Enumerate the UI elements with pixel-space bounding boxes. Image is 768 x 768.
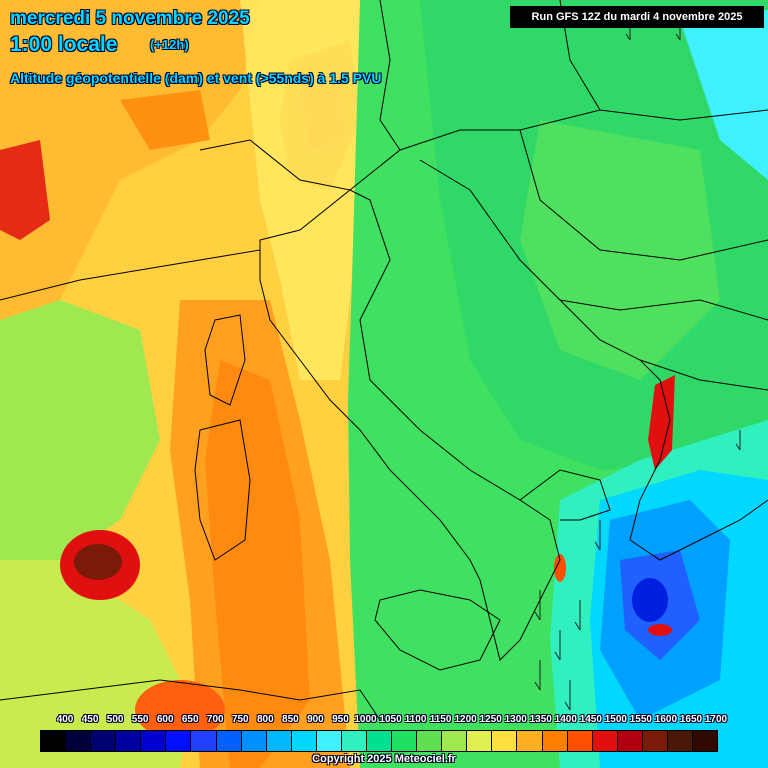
legend-label: 900 bbox=[307, 714, 324, 725]
legend-label: 1250 bbox=[479, 714, 502, 725]
legend-swatch bbox=[191, 731, 217, 751]
legend-swatch bbox=[517, 731, 543, 751]
legend-label: 1700 bbox=[704, 714, 728, 725]
legend-swatch bbox=[542, 731, 568, 751]
legend-label: 500 bbox=[106, 714, 124, 725]
legend-label: 1450 bbox=[579, 714, 602, 725]
legend-swatch bbox=[291, 731, 317, 751]
legend-label: 750 bbox=[231, 714, 249, 725]
forecast-time: 1:00 locale bbox=[10, 33, 118, 56]
legend-swatch bbox=[592, 731, 618, 751]
forecast-date: mercredi 5 novembre 2025 bbox=[10, 8, 250, 29]
legend-label: 1000 bbox=[354, 714, 377, 725]
legend-swatch bbox=[116, 731, 142, 751]
legend-label: 1200 bbox=[454, 714, 477, 725]
variable-description: Altitude géopotentielle (dam) et vent (>… bbox=[10, 70, 382, 86]
legend-swatch bbox=[141, 731, 167, 751]
legend-label: 950 bbox=[332, 714, 349, 725]
forecast-lead-time: (+12h) bbox=[150, 37, 189, 52]
legend-label: 850 bbox=[282, 714, 299, 725]
legend-swatch bbox=[316, 731, 342, 751]
legend-swatch bbox=[693, 731, 718, 751]
legend-swatch bbox=[417, 731, 443, 751]
legend-label: 700 bbox=[206, 714, 224, 725]
legend-label: 1350 bbox=[529, 714, 552, 725]
legend-label: 1100 bbox=[404, 714, 427, 725]
legend-label: 550 bbox=[131, 714, 149, 725]
legend-swatch bbox=[166, 731, 192, 751]
legend-label: 1150 bbox=[429, 714, 452, 725]
legend-label: 1050 bbox=[379, 714, 402, 725]
legend-swatch bbox=[91, 731, 117, 751]
legend-label: 1600 bbox=[654, 714, 678, 725]
legend-label: 650 bbox=[181, 714, 199, 725]
legend-swatch bbox=[241, 731, 267, 751]
legend-label: 1550 bbox=[629, 714, 652, 725]
legend-label: 400 bbox=[56, 714, 74, 725]
legend-swatch bbox=[467, 731, 493, 751]
legend-swatch bbox=[617, 731, 643, 751]
legend-label: 600 bbox=[156, 714, 174, 725]
legend-swatch bbox=[667, 731, 694, 751]
legend-swatch bbox=[41, 731, 67, 751]
legend-swatch bbox=[367, 731, 393, 751]
legend-swatch bbox=[392, 731, 418, 751]
legend-swatch bbox=[66, 731, 92, 751]
color-scale-bar bbox=[40, 730, 718, 752]
legend-label: 450 bbox=[81, 714, 99, 725]
legend-label: 1400 bbox=[554, 714, 577, 725]
legend-swatch bbox=[492, 731, 518, 751]
legend-swatch bbox=[341, 731, 368, 751]
legend-label: 1300 bbox=[504, 714, 527, 725]
legend-swatch bbox=[266, 731, 292, 751]
legend-label: 1500 bbox=[604, 714, 627, 725]
legend-swatch bbox=[442, 731, 468, 751]
legend-swatch bbox=[642, 731, 668, 751]
legend-swatch bbox=[216, 731, 242, 751]
legend-label: 1650 bbox=[679, 714, 703, 725]
legend-swatch bbox=[567, 731, 593, 751]
run-info-badge: Run GFS 12Z du mardi 4 novembre 2025 bbox=[510, 6, 764, 28]
legend-labels: 400 450 500 550 600 650 700 750 800 850 900 950 1000… bbox=[40, 714, 727, 728]
copyright-text: Copyright 2025 Meteociel.fr bbox=[312, 753, 456, 765]
legend-label: 800 bbox=[256, 714, 274, 725]
